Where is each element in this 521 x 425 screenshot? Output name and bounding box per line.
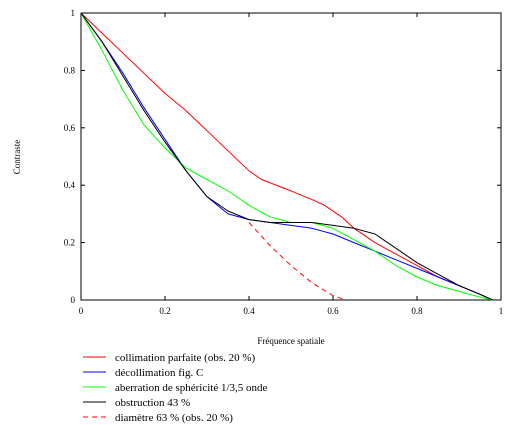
x-tick-label: 0	[79, 306, 84, 316]
legend-label: diamètre 63 % (obs. 20 %)	[115, 412, 233, 424]
legend-label: aberration de sphéricité 1/3,5 onde	[115, 382, 268, 394]
x-tick-label: 0.8	[411, 306, 423, 316]
y-tick-label: 0.4	[64, 180, 76, 190]
y-tick-label: 1	[71, 8, 76, 18]
x-tick-label: 0.4	[243, 306, 255, 316]
y-tick-label: 0	[71, 295, 76, 305]
legend: collimation parfaite (obs. 20 %) décollim…	[83, 352, 268, 424]
axis-ticks: 0 0.2 0.4 0.6 0.8 1 0 0.2 0.4 0.6 0.8 1	[64, 8, 504, 316]
series-line	[80, 12, 493, 301]
series-layer	[80, 12, 493, 301]
legend-label: décollimation fig. C	[115, 367, 203, 379]
series-line	[80, 12, 493, 301]
x-tick-label: 0.2	[159, 306, 170, 316]
series-line	[248, 222, 346, 301]
series-line	[80, 12, 493, 301]
y-tick-label: 0.8	[64, 65, 76, 75]
y-tick-label: 0.2	[64, 238, 75, 248]
legend-label: obstruction 43 %	[115, 397, 190, 409]
x-tick-label: 0.6	[327, 306, 339, 316]
series-line	[80, 12, 493, 301]
x-axis-title: Fréquence spatiale	[257, 336, 324, 346]
x-tick-label: 1	[499, 306, 504, 316]
y-axis-title: Contraste	[12, 140, 22, 175]
legend-label: collimation parfaite (obs. 20 %)	[115, 352, 256, 364]
plot-area-frame	[80, 12, 502, 301]
y-tick-label: 0.6	[64, 123, 76, 133]
